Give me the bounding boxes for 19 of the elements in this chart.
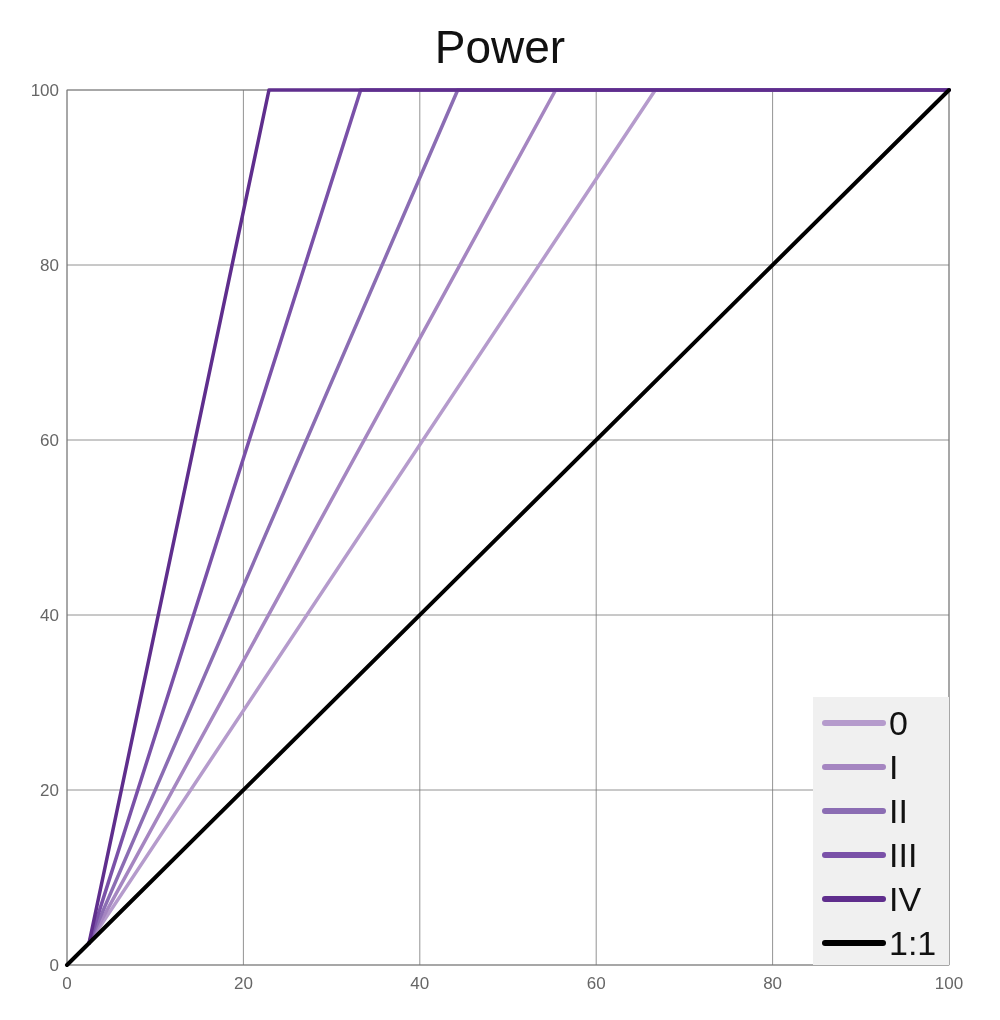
x-tick-label: 40 [410, 974, 430, 993]
x-tick-label: 100 [934, 974, 964, 993]
legend-label: III [889, 836, 918, 874]
y-tick-label: 0 [49, 956, 59, 975]
legend-label: 1:1 [889, 924, 937, 962]
x-tick-label: 80 [763, 974, 783, 993]
y-tick-label: 20 [40, 781, 59, 800]
legend-label: I [889, 748, 899, 786]
legend-label: II [889, 792, 908, 830]
legend-label: IV [889, 880, 922, 918]
y-tick-label: 100 [30, 81, 59, 100]
x-tick-label: 20 [233, 974, 253, 993]
x-tick-label: 0 [62, 974, 72, 993]
x-tick-label: 60 [586, 974, 606, 993]
y-tick-label: 80 [40, 256, 59, 275]
y-tick-label: 60 [40, 431, 59, 450]
y-tick-label: 40 [40, 606, 59, 625]
chart-title: Power [434, 21, 566, 73]
legend-label: 0 [889, 704, 908, 742]
